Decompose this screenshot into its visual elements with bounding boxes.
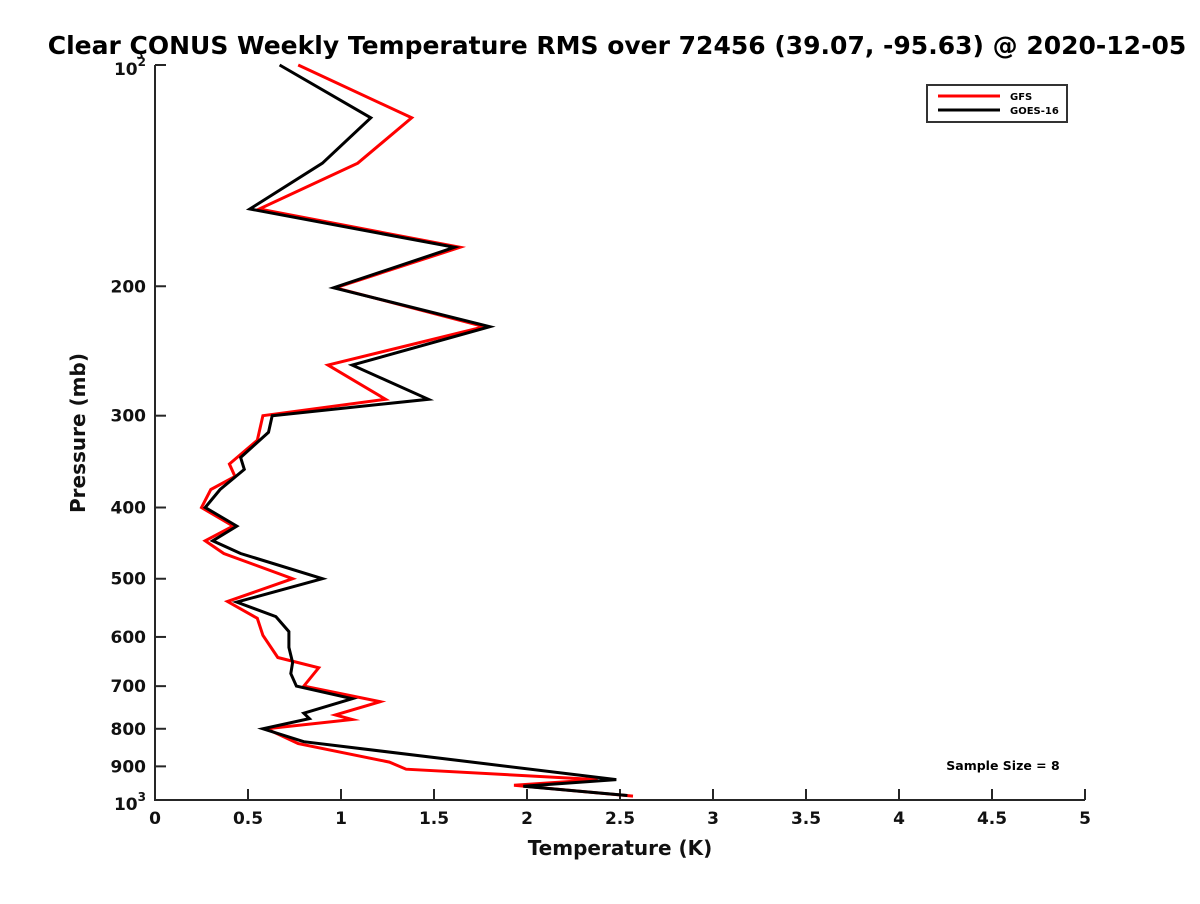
legend-gfs-label: GFS — [1010, 92, 1032, 103]
data-series — [199, 63, 634, 798]
y-axis-label: Pressure (mb) — [66, 353, 90, 513]
x-tick-label: 2.5 — [605, 809, 635, 829]
y-tick-label: 103 — [114, 790, 146, 815]
x-tick-label: 0 — [149, 809, 161, 829]
x-tick-label: 2 — [521, 809, 533, 829]
x-tick-label: 0.5 — [233, 809, 263, 829]
x-axis-label: Temperature (K) — [528, 836, 713, 860]
y-tick-label: 400 — [111, 499, 147, 519]
y-tick-label: 500 — [111, 570, 147, 590]
y-tick-label: 900 — [111, 757, 147, 777]
x-tick-label: 1.5 — [419, 809, 449, 829]
x-tick-label: 1 — [335, 809, 347, 829]
y-tick-label: 300 — [111, 407, 147, 427]
y-tick-label: 102 — [114, 55, 146, 80]
x-tick-label: 4 — [893, 809, 905, 829]
legend-goes16-label: GOES-16 — [1010, 106, 1059, 117]
x-tick-label: 3.5 — [791, 809, 821, 829]
y-tick-label: 800 — [111, 720, 147, 740]
y-tick-label: 700 — [111, 677, 147, 697]
legend: GFS GOES-16 — [926, 84, 1068, 123]
y-tick-label: 200 — [111, 277, 147, 297]
axis-spines — [154, 65, 1085, 801]
chart-title: Clear ÇONUS Weekly Temperature RMS over … — [48, 31, 1187, 60]
x-tick-label: 3 — [707, 809, 719, 829]
y-tick-label: 600 — [111, 628, 147, 648]
x-tick-label: 4.5 — [977, 809, 1007, 829]
goes-16-line — [202, 63, 628, 797]
legend-box — [926, 84, 1068, 123]
gfs-line — [199, 63, 634, 798]
sample-size-annotation: Sample Size = 8 — [946, 758, 1059, 773]
x-tick-label: 5 — [1079, 809, 1091, 829]
